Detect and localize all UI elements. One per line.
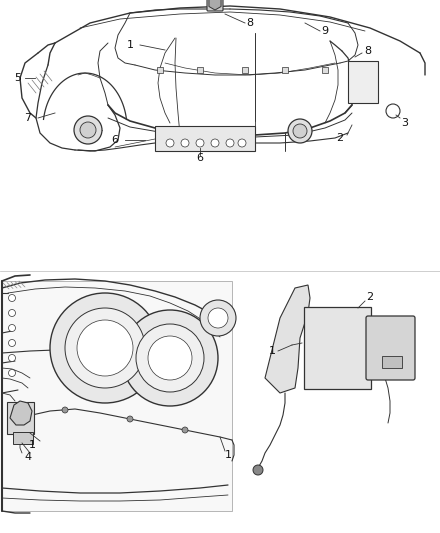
Circle shape [238,139,246,147]
Circle shape [8,354,15,361]
Circle shape [122,310,218,406]
Text: 8: 8 [246,18,253,28]
Text: 6: 6 [197,153,203,163]
FancyBboxPatch shape [197,67,203,73]
Text: 3: 3 [401,118,408,128]
Circle shape [77,320,133,376]
Circle shape [127,416,133,422]
Text: 6: 6 [111,135,118,145]
FancyBboxPatch shape [282,67,288,73]
Circle shape [288,119,312,143]
FancyBboxPatch shape [366,316,415,380]
Circle shape [200,300,236,336]
Circle shape [65,308,145,388]
Text: 1: 1 [268,346,275,356]
Circle shape [8,295,15,302]
Circle shape [211,139,219,147]
Circle shape [386,104,400,118]
Circle shape [74,116,102,144]
FancyBboxPatch shape [2,281,232,511]
Text: 1: 1 [29,440,36,450]
Text: 7: 7 [25,113,32,123]
Circle shape [8,310,15,317]
FancyBboxPatch shape [13,432,33,444]
Circle shape [8,325,15,332]
Text: 2: 2 [337,133,344,143]
Circle shape [293,124,307,138]
Text: 1: 1 [224,450,231,460]
Circle shape [226,139,234,147]
FancyBboxPatch shape [207,0,223,11]
Circle shape [181,139,189,147]
FancyBboxPatch shape [7,402,34,434]
FancyBboxPatch shape [348,61,378,103]
Circle shape [196,139,204,147]
Circle shape [8,340,15,346]
Circle shape [8,369,15,376]
FancyBboxPatch shape [304,307,371,389]
FancyBboxPatch shape [382,356,402,368]
Text: 2: 2 [367,292,374,302]
Circle shape [208,308,228,328]
Circle shape [62,407,68,413]
Text: 9: 9 [322,26,329,36]
Polygon shape [10,401,32,425]
Text: 4: 4 [25,452,32,462]
Circle shape [166,139,174,147]
Polygon shape [265,285,310,393]
FancyBboxPatch shape [157,67,163,73]
Circle shape [253,465,263,475]
Text: 8: 8 [364,46,371,56]
Circle shape [80,122,96,138]
Circle shape [182,427,188,433]
FancyBboxPatch shape [242,67,248,73]
FancyBboxPatch shape [155,126,255,151]
Circle shape [136,324,204,392]
Text: 1: 1 [127,40,133,50]
Circle shape [50,293,160,403]
FancyBboxPatch shape [322,67,328,73]
Circle shape [148,336,192,380]
Text: 5: 5 [15,73,22,83]
